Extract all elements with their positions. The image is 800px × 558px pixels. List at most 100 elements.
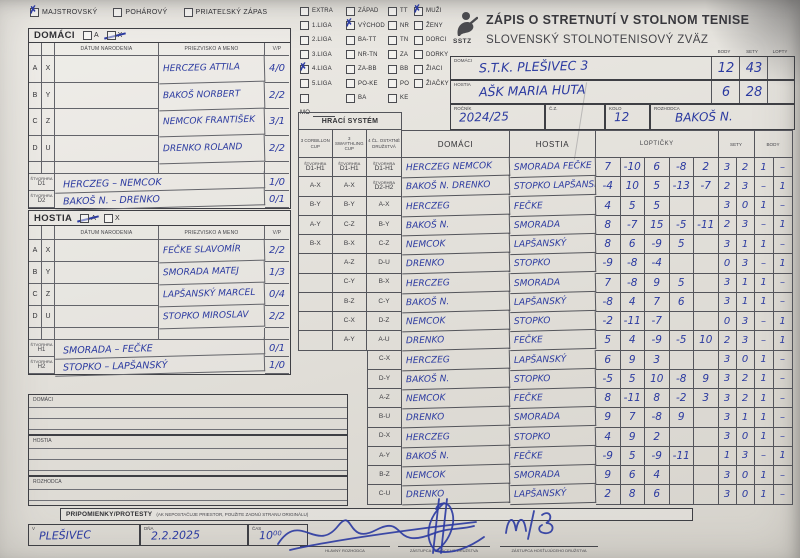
game-score (694, 254, 719, 274)
game-score: 6 (596, 350, 621, 370)
checkbox-icon (300, 50, 309, 60)
player-letter: B (29, 82, 42, 109)
system-pairing-cell: B-Z (367, 466, 402, 486)
system-pairing-cell: A-X (332, 177, 367, 197)
checkbox-icon (103, 213, 113, 223)
game-score: 9 (669, 408, 694, 428)
doubles-label: ŠTVORHRA D2 (29, 191, 55, 208)
sety-hostia-value: 3 (736, 446, 755, 466)
league-option-label: 5.LIGA (312, 80, 332, 87)
league-option-label: ZA (400, 51, 409, 58)
league-option-label: TT (400, 8, 408, 15)
sety-domaci-value: 3 (718, 235, 737, 255)
game-score: 8 (645, 389, 670, 409)
game-score: 4 (596, 196, 621, 216)
hostia-lopty-value (767, 81, 796, 103)
checkbox-icon (346, 79, 355, 89)
sety-hostia-value: 0 (736, 350, 755, 370)
player-letter: B (29, 262, 42, 284)
match-hostia-player: SMORADA FEČKE (509, 156, 597, 179)
game-score: 6 (669, 292, 694, 312)
match-type-label: MAJSTROVSKÝ (42, 9, 98, 16)
league-option: MUŽI (414, 4, 449, 19)
sstz-logo-icon (457, 12, 478, 36)
kolo-label: KOLO (609, 106, 622, 111)
league-option-label: ŽIAČKY (426, 80, 449, 87)
player-letter2: Y (42, 82, 55, 109)
panel-header-cell: PRIEZVISKO A MENO (159, 43, 265, 56)
hostia-body-value: 6 (711, 81, 740, 103)
game-score (669, 466, 694, 486)
league-column: MUŽI ŽENY DORCI DORKY ŽIACI ŽIAČKY (414, 4, 449, 91)
body-domaci-value: 1 (754, 292, 774, 312)
checkbox-icon (346, 93, 355, 103)
match-type-option: POHÁROVÝ (113, 8, 167, 17)
rocnik-label: ROČNÍK (454, 106, 472, 111)
sety-hostia-value: 1 (736, 235, 755, 255)
doubles-label: ŠTVORHRA H2 (29, 357, 55, 374)
hostia-column-header: HOSTIA (510, 130, 596, 158)
system-pairing-cell: B-Y (298, 196, 333, 216)
game-score: 5 (620, 196, 645, 216)
game-score (694, 350, 719, 370)
player-name: STOPKO MIROSLAV (158, 304, 266, 330)
player-row: D U DRENKO ROLAND 2/2 (29, 134, 290, 164)
body-hostia-value: – (773, 389, 793, 409)
body-domaci-value: 1 (754, 369, 774, 389)
panel-header-cell: V/P (265, 43, 289, 56)
match-domaci-player: DRENKO (401, 252, 511, 275)
panel-title: DOMÁCI (34, 30, 75, 41)
checkbox-checked-icon (414, 6, 423, 16)
rocnik-field: ROČNÍK 2024/25 (450, 104, 545, 130)
league-option: EXTRA (300, 4, 335, 19)
game-score (694, 466, 719, 486)
body-domaci-value: 1 (754, 485, 774, 505)
match-domaci-player: HERCZEG (401, 272, 511, 295)
place-value: PLEŠIVEC (38, 528, 92, 543)
player-name: SMORADA MATEJ (158, 260, 266, 286)
league-option: VÝCHOD (346, 19, 385, 34)
league-option: NR (388, 19, 409, 34)
panel-title-bar: DOMÁCI A X (29, 29, 290, 43)
mo-blank-line (313, 109, 336, 117)
place-field: V PLEŠIVEC (28, 524, 140, 546)
game-score: 3 (645, 350, 670, 370)
game-score (669, 350, 694, 370)
game-score: 9 (694, 369, 719, 389)
system-pairing-cell (298, 331, 333, 351)
system-pairing-cell: A-Y (298, 215, 333, 235)
game-score: 7 (596, 158, 621, 178)
empty-player-row (29, 328, 290, 340)
game-score: 9 (645, 273, 670, 293)
player-name: HERCZEG ATTILA (158, 54, 266, 84)
player-birthdate (55, 262, 159, 284)
match-hostia-player: FEČKE (509, 330, 597, 352)
panel-option-struck: X (106, 31, 122, 40)
league-option: TN (388, 33, 409, 48)
panel-header-row: DÁTUM NARODENIA PRIEZVISKO A MENO V/P (29, 43, 290, 56)
sety-domaci-value: 3 (718, 292, 737, 312)
league-option: ZA (388, 48, 409, 63)
game-score: -7 (694, 177, 719, 197)
sety-hostia-value: 1 (736, 292, 755, 312)
body-hostia-value: 1 (773, 177, 793, 197)
league-option: 3.LIGA (300, 48, 335, 63)
game-score: 5 (645, 177, 670, 197)
player-name: DRENKO ROLAND (158, 134, 266, 164)
date-label: DŇA (144, 526, 154, 531)
logo-text: SSTZ (453, 38, 472, 45)
domaci-body-value: 12 (711, 57, 740, 79)
player-vp: 4/0 (265, 56, 289, 83)
hostia-sety-value: 28 (739, 81, 768, 103)
panel-option: X (103, 213, 120, 223)
match-type-checkboxes: MAJSTROVSKÝ POHÁROVÝ PRIATEĽSKÝ ZÁPAS (30, 8, 267, 17)
match-hostia-player: STOPKO (509, 253, 597, 275)
league-column: TT NR TN ZA BB PO KE (388, 4, 409, 106)
league-option-label: 1.LIGA (312, 22, 332, 29)
game-score: -9 (596, 254, 621, 274)
system-column-header: 3 SWAYTHLING CUP (332, 130, 367, 158)
body-domaci-value: – (754, 312, 774, 332)
checkbox-icon (300, 21, 309, 31)
sety-domaci-value: 0 (718, 254, 737, 274)
sety-domaci-value: 3 (718, 158, 737, 178)
